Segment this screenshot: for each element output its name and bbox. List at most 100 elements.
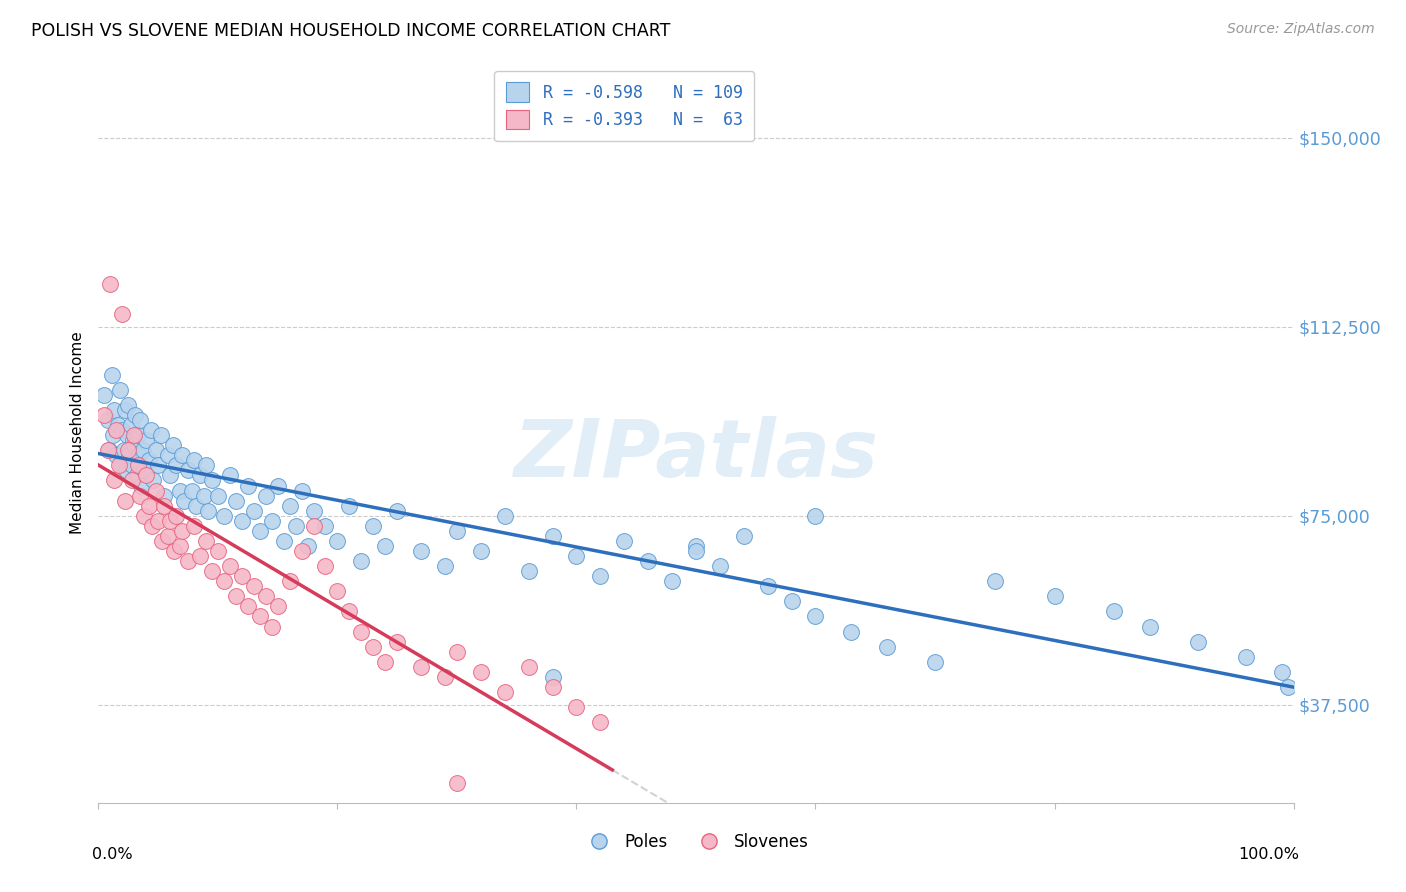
Point xyxy=(207,489,229,503)
Point xyxy=(111,423,134,437)
Point xyxy=(231,569,253,583)
Point xyxy=(183,518,205,533)
Point xyxy=(100,368,122,382)
Point xyxy=(494,508,516,523)
Point xyxy=(142,474,165,488)
Point xyxy=(114,493,136,508)
Point xyxy=(156,448,179,462)
Point xyxy=(212,574,235,589)
Point xyxy=(1139,619,1161,633)
Point xyxy=(145,443,167,458)
Point xyxy=(804,508,827,523)
Point xyxy=(1271,665,1294,679)
Point xyxy=(249,524,271,538)
Text: ZIPatlas: ZIPatlas xyxy=(513,416,879,494)
Point xyxy=(494,685,516,699)
Point xyxy=(105,423,128,437)
Point xyxy=(186,499,208,513)
Point xyxy=(124,438,146,452)
Point xyxy=(541,680,564,694)
Point xyxy=(153,499,176,513)
Point xyxy=(108,383,131,397)
Point xyxy=(180,483,202,498)
Point xyxy=(165,458,187,473)
Point xyxy=(201,474,224,488)
Point xyxy=(470,544,492,558)
Point xyxy=(172,524,194,538)
Point xyxy=(685,539,707,553)
Point xyxy=(132,508,155,523)
Point xyxy=(177,554,200,568)
Point xyxy=(685,544,707,558)
Point xyxy=(249,609,271,624)
Point xyxy=(97,443,120,458)
Point xyxy=(385,504,409,518)
Point xyxy=(374,539,396,553)
Text: 100.0%: 100.0% xyxy=(1239,847,1299,863)
Point xyxy=(98,443,121,458)
Point xyxy=(150,533,173,548)
Point xyxy=(207,544,229,558)
Point xyxy=(541,529,564,543)
Point xyxy=(231,514,253,528)
Point xyxy=(637,554,659,568)
Point xyxy=(103,474,125,488)
Point xyxy=(225,590,247,604)
Point xyxy=(291,544,314,558)
Point xyxy=(339,499,361,513)
Point xyxy=(121,474,143,488)
Point xyxy=(363,640,385,654)
Point xyxy=(260,514,283,528)
Point xyxy=(129,413,152,427)
Point xyxy=(125,468,148,483)
Point xyxy=(127,428,149,442)
Point xyxy=(97,413,120,427)
Point xyxy=(188,549,211,563)
Point xyxy=(177,463,200,477)
Point xyxy=(1104,604,1126,618)
Point xyxy=(173,493,195,508)
Point xyxy=(841,624,863,639)
Point xyxy=(267,478,290,492)
Point xyxy=(127,458,149,473)
Legend: Poles, Slovenes: Poles, Slovenes xyxy=(576,826,815,857)
Point xyxy=(148,458,170,473)
Point xyxy=(804,609,827,624)
Point xyxy=(93,388,115,402)
Text: POLISH VS SLOVENE MEDIAN HOUSEHOLD INCOME CORRELATION CHART: POLISH VS SLOVENE MEDIAN HOUSEHOLD INCOM… xyxy=(31,22,671,40)
Point xyxy=(98,277,122,291)
Point xyxy=(225,493,247,508)
Point xyxy=(1043,590,1066,604)
Point xyxy=(254,590,277,604)
Point xyxy=(219,468,242,483)
Point xyxy=(273,533,295,548)
Y-axis label: Median Household Income: Median Household Income xyxy=(69,331,84,534)
Point xyxy=(172,448,194,462)
Point xyxy=(112,443,135,458)
Point xyxy=(339,604,361,618)
Point xyxy=(138,453,160,467)
Point xyxy=(350,624,373,639)
Point xyxy=(101,428,124,442)
Point xyxy=(149,428,172,442)
Point xyxy=(197,504,219,518)
Point xyxy=(201,564,224,578)
Point xyxy=(122,433,145,447)
Point xyxy=(120,418,142,433)
Point xyxy=(517,660,540,674)
Point xyxy=(1234,649,1257,664)
Point xyxy=(924,655,946,669)
Point xyxy=(141,518,163,533)
Point xyxy=(131,478,153,492)
Point xyxy=(326,584,349,599)
Point xyxy=(107,458,129,473)
Point xyxy=(131,443,153,458)
Point xyxy=(1277,680,1299,694)
Point xyxy=(434,670,457,684)
Point xyxy=(188,468,211,483)
Point xyxy=(124,408,146,422)
Point xyxy=(117,398,139,412)
Point xyxy=(135,468,157,483)
Point xyxy=(121,458,143,473)
Point xyxy=(105,448,128,462)
